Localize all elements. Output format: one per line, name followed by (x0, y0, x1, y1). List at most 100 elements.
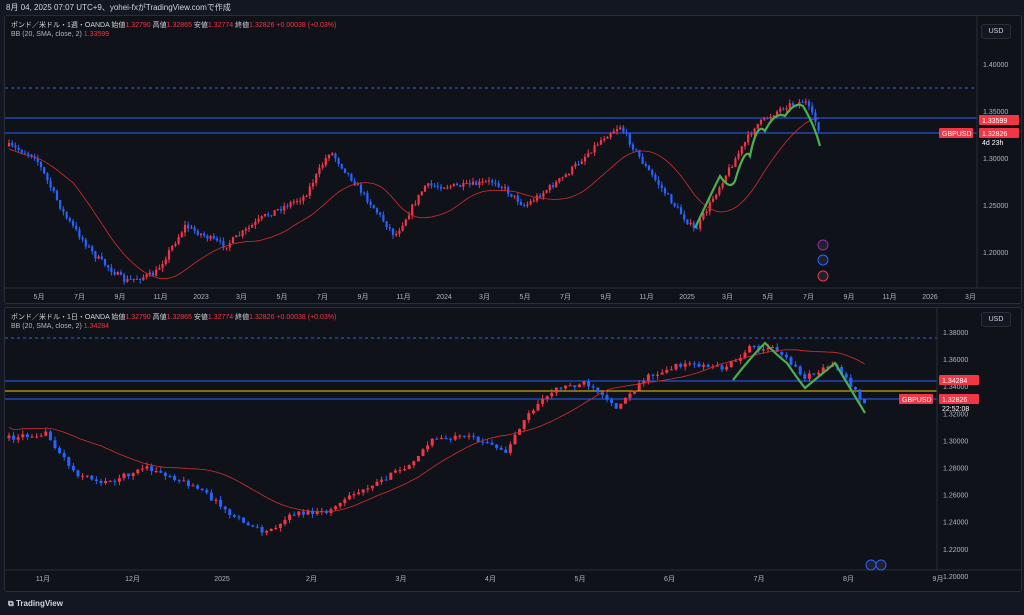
weekly-currency-button[interactable]: USD (981, 24, 1011, 39)
candle-body (366, 192, 369, 202)
daily-bb-legend[interactable]: BB (20, SMA, close, 2) 1.34284 (11, 323, 110, 330)
candle-body (150, 466, 154, 472)
candle-body (71, 221, 75, 226)
candle-body (347, 495, 351, 500)
bb-price-tag-text: 1.33599 (982, 118, 1007, 125)
candle-body (753, 128, 756, 135)
candle-body (817, 372, 821, 375)
candle-body (568, 385, 572, 387)
candle-body (359, 184, 363, 193)
time-tick-label: 7月 (803, 293, 814, 301)
candle-body (65, 211, 68, 219)
candle-body (574, 163, 577, 167)
daily-low: 1.32774 (207, 314, 234, 321)
candle-body (495, 444, 499, 448)
candle-body (375, 208, 379, 213)
candle-body (750, 134, 753, 136)
candle-body (769, 116, 772, 119)
candle-body (633, 390, 637, 394)
candle-body (467, 435, 471, 437)
candle-body (71, 465, 75, 471)
daily-chart-canvas[interactable]: 1.38000 1.36000 1.34000 1.32000 1.30000 1.280… (5, 308, 1021, 591)
weekly-chart-canvas[interactable]: 1.40000 1.35000 1.30000 1.25000 1.20000 5月 7月 9… (5, 16, 1021, 303)
candle-body (821, 367, 825, 373)
time-tick-label: 5月 (520, 293, 531, 301)
candle-body (292, 201, 295, 203)
candle-body (606, 137, 609, 139)
candle-body (283, 206, 286, 211)
close-price-tag (979, 128, 1019, 138)
candle-body (393, 470, 397, 473)
candle-body (485, 442, 489, 444)
tradingview-logo[interactable]: ⧉ TradingView (8, 599, 63, 608)
candle-body (416, 455, 420, 462)
price-tick-label: 1.40000 (983, 62, 1008, 69)
candle-body (270, 215, 273, 217)
weekly-symbol[interactable]: ポンド／米ドル・1週・OANDA (11, 22, 110, 29)
candle-body (539, 195, 542, 198)
candle-body (145, 466, 149, 469)
candle-body (490, 442, 494, 445)
time-tick-label: 7月 (317, 293, 328, 301)
candle-body (318, 167, 321, 175)
candle-body (103, 259, 107, 266)
candle-body (436, 186, 439, 188)
candle-body (186, 480, 190, 487)
candle-body (99, 480, 103, 483)
candle-body (622, 127, 625, 133)
candle-body (337, 158, 340, 164)
candle-body (191, 485, 195, 487)
candle-body (139, 279, 142, 281)
symbol-tag-text: GBPUSD (942, 131, 972, 138)
candle-body (292, 514, 296, 516)
candle-body (513, 195, 516, 197)
candle-body (708, 201, 711, 212)
weekly-chart-panel[interactable]: ポンド／米ドル・1週・OANDA 始値1.32790 高値1.32865 安値1… (4, 15, 1022, 304)
price-tick-label: 1.30000 (983, 156, 1008, 163)
candle-body (91, 246, 94, 252)
candle-body (324, 158, 327, 166)
candle-body (430, 438, 434, 446)
candle-body (814, 112, 817, 123)
daily-symbol[interactable]: ポンド／米ドル・1日・OANDA (11, 314, 110, 321)
candle-body (382, 214, 385, 222)
candle-body (76, 470, 80, 477)
candle-body (55, 190, 59, 201)
candle-body (689, 222, 692, 225)
daily-chart-panel[interactable]: ポンド／米ドル・1日・OANDA 始値1.32790 高値1.32865 安値1… (4, 307, 1022, 592)
candle-body (361, 489, 365, 493)
candle-body (590, 152, 593, 154)
time-tick-label: 5月 (34, 293, 45, 301)
candle-body (119, 272, 123, 275)
candle-body (660, 184, 663, 189)
candle-body (791, 103, 795, 106)
candle-body (740, 146, 743, 154)
symbol-tag-text: GBPUSD (902, 397, 932, 404)
candle-body (196, 230, 199, 236)
candle-body (100, 256, 103, 260)
candle-body (513, 434, 517, 445)
candle-body (803, 374, 807, 379)
candle-body (542, 192, 545, 198)
candle-body (235, 235, 238, 238)
candle-body (665, 369, 669, 373)
candle-body (555, 181, 558, 188)
weekly-high: 1.32865 (166, 22, 192, 29)
candle-body (748, 346, 752, 353)
candle-body (705, 211, 708, 214)
weekly-bb-legend[interactable]: BB (20, SMA, close, 2) 1.33599 (11, 31, 110, 38)
candle-body (173, 475, 177, 481)
daily-currency-button[interactable]: USD (981, 312, 1011, 327)
candle-body (231, 237, 235, 244)
candle-body (260, 216, 263, 219)
time-tick-label: 3月 (396, 575, 407, 583)
candle-body (551, 185, 555, 188)
weekly-close: 1.32826 (249, 22, 275, 29)
candle-body (14, 145, 17, 148)
candle-body (849, 377, 853, 388)
candle-body (462, 183, 465, 187)
candle-body (503, 187, 507, 189)
candle-body (39, 435, 43, 437)
candle-body (529, 201, 532, 205)
candle-body (804, 101, 807, 103)
